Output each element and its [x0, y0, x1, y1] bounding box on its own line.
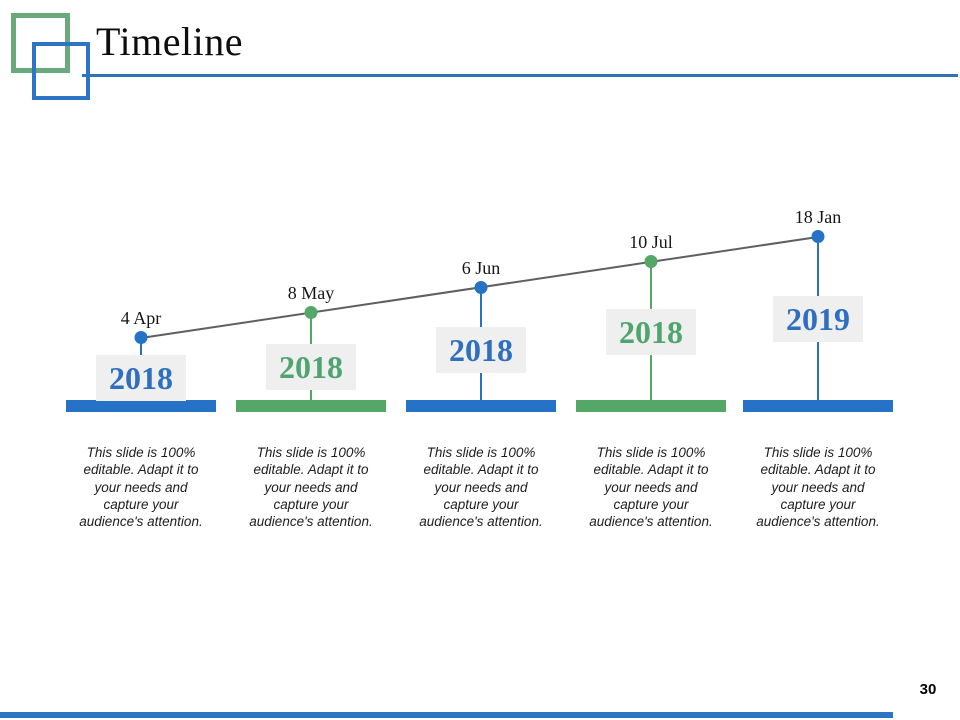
- milestone-date: 6 Jun: [461, 258, 501, 278]
- timeline-bar: [406, 400, 556, 412]
- timeline-bar: [576, 400, 726, 412]
- year-badge: 2018: [606, 309, 696, 355]
- year-badge: 2018: [96, 355, 186, 401]
- milestone-date: 4 Apr: [120, 308, 162, 328]
- slide-title: Timeline: [96, 19, 243, 64]
- page-number: 30: [919, 681, 937, 698]
- timeline-dot: [474, 281, 488, 294]
- timeline-bar: [66, 400, 216, 412]
- timeline-bar: [743, 400, 893, 412]
- milestone-caption: This slide is 100% editable. Adapt it to…: [756, 445, 880, 530]
- milestone-5: 18 Jan 2019 This slide is 100% editable.…: [733, 0, 903, 720]
- year-badge: 2019: [773, 296, 863, 342]
- milestone-3: 6 Jun 2018 This slide is 100% editable. …: [396, 0, 566, 720]
- timeline-dot: [811, 230, 825, 243]
- blue-square-decoration: [32, 42, 90, 100]
- milestone-date: 8 May: [287, 283, 335, 303]
- milestone-date: 18 Jan: [794, 207, 842, 227]
- milestone-caption: This slide is 100% editable. Adapt it to…: [79, 445, 203, 530]
- year-badge: 2018: [436, 327, 526, 373]
- timeline-dot: [644, 255, 658, 268]
- milestone-caption: This slide is 100% editable. Adapt it to…: [249, 445, 373, 530]
- footer-accent-bar: [0, 712, 893, 718]
- milestone-caption: This slide is 100% editable. Adapt it to…: [589, 445, 713, 530]
- year-badge: 2018: [266, 344, 356, 390]
- milestone-date: 10 Jul: [629, 232, 673, 252]
- timeline-dot: [134, 331, 148, 344]
- milestone-4: 10 Jul 2018 This slide is 100% editable.…: [566, 0, 736, 720]
- milestone-1: 4 Apr 2018 This slide is 100% editable. …: [56, 0, 226, 720]
- milestone-2: 8 May 2018 This slide is 100% editable. …: [226, 0, 396, 720]
- timeline-bar: [236, 400, 386, 412]
- milestone-caption: This slide is 100% editable. Adapt it to…: [419, 445, 543, 530]
- title-underline: [82, 74, 958, 77]
- timeline-dot: [304, 306, 318, 319]
